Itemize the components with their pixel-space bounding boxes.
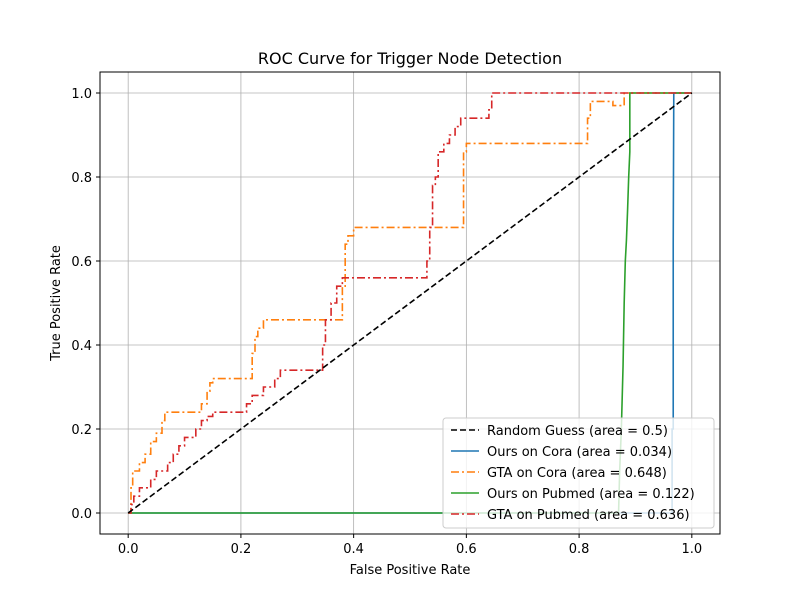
series-line-2 <box>128 92 692 514</box>
legend-label-1: Ours on Cora (area = 0.034) <box>487 445 672 460</box>
y-tick-label: 1.0 <box>71 87 92 102</box>
legend-label-3: Ours on Pubmed (area = 0.122) <box>487 487 695 502</box>
y-tick-label: 0.4 <box>71 339 92 354</box>
x-tick-label: 1.0 <box>681 542 702 557</box>
grid <box>100 72 720 534</box>
y-tick-label: 0.2 <box>71 423 92 438</box>
legend-label-4: GTA on Pubmed (area = 0.636) <box>487 508 690 523</box>
legend-box <box>442 417 715 529</box>
legend-label-2: GTA on Cora (area = 0.648) <box>487 466 667 481</box>
x-tick-label: 0.4 <box>343 542 364 557</box>
x-tick-label: 0.6 <box>456 542 477 557</box>
plot-frame <box>99 71 721 535</box>
series-line-4 <box>128 92 692 514</box>
x-tick-label: 0.2 <box>231 542 252 557</box>
chart-title: ROC Curve for Trigger Node Detection <box>258 49 562 68</box>
y-axis-label: True Positive Rate <box>49 245 64 362</box>
series-line-0 <box>127 92 693 514</box>
x-tick-label: 0.0 <box>118 542 139 557</box>
y-tick-label: 0.0 <box>71 507 92 522</box>
y-tick-label: 0.6 <box>71 255 92 270</box>
x-axis-label: False Positive Rate <box>350 563 471 578</box>
x-tick-label: 0.8 <box>569 542 590 557</box>
legend-label-0: Random Guess (area = 0.5) <box>487 424 668 439</box>
legend: Random Guess (area = 0.5) Ours on Cora (a… <box>442 417 715 529</box>
ticks: 0.0 0.2 0.4 0.6 0.8 1.0 0.0 0.2 0.4 0.6 0.8 1.0 <box>71 87 702 557</box>
y-tick-label: 0.8 <box>71 171 92 186</box>
